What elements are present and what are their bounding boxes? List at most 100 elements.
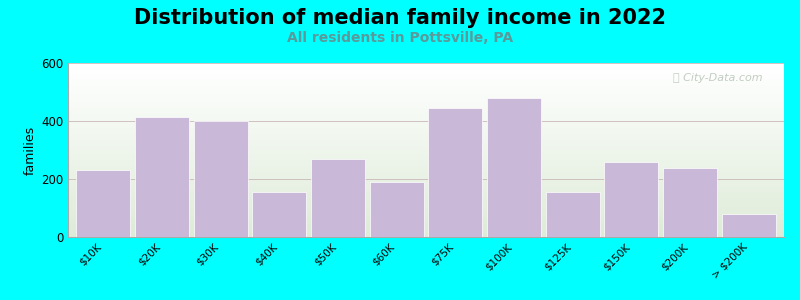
Bar	[68, 81, 784, 82]
Bar	[68, 194, 784, 195]
Bar	[68, 234, 784, 235]
Bar	[68, 178, 784, 179]
Bar	[68, 129, 784, 130]
Bar	[68, 146, 784, 147]
Bar	[68, 75, 784, 76]
Bar	[68, 200, 784, 201]
Bar	[68, 136, 784, 137]
Bar	[68, 139, 784, 140]
Bar	[68, 147, 784, 148]
Bar	[68, 175, 784, 176]
Bar	[68, 207, 784, 208]
Bar	[68, 230, 784, 231]
Bar	[68, 107, 784, 108]
Y-axis label: families: families	[24, 125, 37, 175]
Bar	[68, 70, 784, 71]
Bar	[68, 137, 784, 138]
Bar	[68, 155, 784, 156]
Bar	[68, 69, 784, 70]
Bar	[68, 212, 784, 213]
Bar	[68, 77, 784, 78]
Bar	[68, 188, 784, 189]
Bar	[68, 143, 784, 144]
Bar	[68, 96, 784, 97]
Bar	[68, 159, 784, 160]
Bar	[68, 191, 784, 192]
Bar	[68, 160, 784, 161]
Bar	[68, 119, 784, 120]
Bar	[68, 157, 784, 158]
Bar	[68, 182, 784, 183]
Bar	[68, 179, 784, 180]
Bar	[68, 163, 784, 164]
Bar	[68, 173, 784, 174]
Bar	[68, 74, 784, 75]
Bar	[68, 124, 784, 125]
Bar	[68, 156, 784, 157]
Bar	[68, 65, 784, 66]
Bar	[68, 80, 784, 81]
Bar	[68, 130, 784, 131]
Bar	[68, 231, 784, 232]
Bar	[68, 142, 784, 143]
Bar	[68, 71, 784, 72]
Bar	[68, 213, 784, 214]
Bar	[68, 202, 784, 203]
Bar	[68, 85, 784, 86]
Bar	[68, 174, 784, 175]
Bar	[68, 215, 784, 216]
Bar	[68, 150, 784, 151]
Bar	[68, 126, 784, 127]
Text: ⓘ City-Data.com: ⓘ City-Data.com	[673, 74, 762, 83]
Bar	[68, 78, 784, 79]
Bar	[68, 195, 784, 196]
Bar	[68, 73, 784, 74]
Bar	[68, 149, 784, 150]
Bar	[68, 125, 784, 126]
Bar	[68, 89, 784, 90]
Bar	[68, 87, 784, 88]
Bar	[68, 67, 784, 68]
Bar	[68, 210, 784, 211]
Bar	[68, 227, 784, 228]
Bar	[68, 108, 784, 109]
Bar	[68, 172, 784, 173]
Bar	[68, 229, 784, 230]
Bar	[68, 97, 784, 98]
Bar	[68, 218, 784, 219]
Bar	[68, 217, 784, 218]
Bar	[68, 221, 784, 222]
Bar	[68, 171, 784, 172]
Bar	[68, 105, 784, 106]
Bar	[194, 121, 247, 237]
Bar	[68, 92, 784, 93]
Bar	[311, 159, 365, 237]
Bar	[68, 225, 784, 226]
Bar	[68, 79, 784, 80]
Bar	[68, 138, 784, 139]
Bar	[68, 183, 784, 184]
Bar	[68, 82, 784, 83]
Bar	[68, 233, 784, 234]
Bar	[68, 158, 784, 159]
Bar	[68, 100, 784, 101]
Bar	[68, 84, 784, 85]
Bar	[68, 176, 784, 177]
Bar	[68, 101, 784, 102]
Bar	[68, 214, 784, 215]
Bar	[68, 121, 784, 122]
Bar	[68, 197, 784, 198]
Bar	[68, 151, 784, 152]
Bar	[68, 180, 784, 181]
Bar	[370, 182, 424, 237]
Bar	[487, 98, 541, 237]
Bar	[68, 204, 784, 205]
Bar	[68, 106, 784, 107]
Bar	[68, 123, 784, 124]
Bar	[68, 145, 784, 146]
Bar	[68, 208, 784, 209]
Bar	[428, 108, 482, 237]
Bar	[68, 64, 784, 65]
Bar	[68, 95, 784, 96]
Bar	[68, 128, 784, 129]
